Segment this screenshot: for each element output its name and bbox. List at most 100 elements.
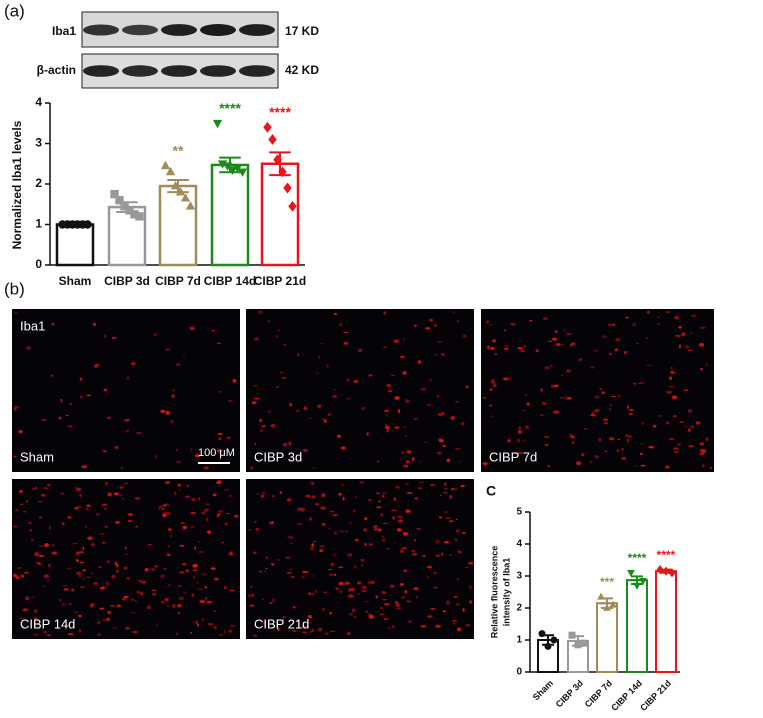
iba1-signal (383, 311, 387, 315)
iba1-signal (114, 561, 118, 566)
iba1-signal (448, 520, 454, 523)
y-tick-label: 5 (516, 507, 522, 518)
iba1-signal (702, 464, 705, 468)
iba1-signal (191, 497, 196, 502)
iba1-signal (182, 528, 187, 530)
iba1-signal (465, 566, 469, 569)
iba1-signal (368, 614, 375, 619)
iba1-signal (699, 442, 705, 446)
iba1-signal (194, 454, 201, 458)
iba1-signal (695, 421, 701, 425)
iba1-signal (105, 581, 110, 586)
iba1-signal (529, 320, 533, 322)
iba1-signal (293, 605, 296, 609)
iba1-signal (687, 409, 693, 413)
iba1-signal (388, 389, 392, 393)
data-point (165, 166, 176, 176)
iba1-signal (665, 465, 670, 469)
iba1-signal (544, 443, 549, 447)
y-axis-label: Relative fluorescence (489, 546, 499, 639)
iba1-signal (401, 547, 408, 549)
iba1-signal (666, 390, 672, 394)
iba1-signal (523, 345, 526, 348)
x-tick-label: CIBP 3d (554, 678, 585, 709)
data-point (268, 133, 277, 145)
iba1-signal (16, 567, 22, 570)
iba1-signal (43, 574, 50, 579)
iba1-signal (418, 481, 425, 483)
iba1-signal (38, 562, 42, 566)
iba1-signal (408, 620, 412, 623)
iba1-signal (136, 590, 141, 594)
iba1-signal (177, 603, 182, 608)
iba1-signal (543, 436, 550, 438)
iba1-signal (386, 412, 389, 417)
iba1-signal (462, 608, 465, 612)
micrograph (481, 309, 714, 472)
iba1-signal (112, 627, 118, 629)
iba1-signal (168, 528, 172, 532)
iba1-signal (403, 338, 406, 341)
iba1-signal (380, 607, 383, 609)
iba1-signal (181, 563, 187, 566)
iba1-signal (540, 414, 544, 417)
iba1-signal (255, 528, 260, 531)
iba1-signal (589, 460, 593, 464)
iba1-signal (678, 326, 683, 329)
iba1-signal (373, 528, 380, 531)
bar (596, 602, 618, 674)
iba1-signal (636, 342, 639, 345)
significance: ** (173, 142, 184, 158)
iba1-signal (250, 585, 253, 589)
iba1-signal (540, 388, 543, 392)
iba1-signal (691, 314, 697, 318)
iba1-signal (626, 405, 629, 410)
iba1-signal (706, 437, 709, 442)
iba1-signal (172, 389, 175, 391)
iba1-signal (351, 608, 356, 612)
iba1-signal (190, 448, 193, 452)
iba1-signal (383, 618, 389, 620)
iba1-signal (382, 598, 388, 601)
iba1-signal (171, 420, 174, 424)
iba1-signal (599, 388, 603, 390)
iba1-signal (135, 431, 142, 435)
data-point (656, 565, 664, 575)
iba1-signal (107, 492, 112, 497)
data-point (668, 568, 676, 578)
iba1-signal (559, 396, 566, 400)
iba1-signal (365, 610, 369, 613)
bar (210, 163, 250, 267)
iba1-signal (253, 337, 259, 341)
iba1-signal (76, 559, 79, 563)
iba1-signal (93, 364, 99, 368)
iba1-signal (399, 583, 405, 586)
iba1-signal (420, 625, 424, 628)
iba1-signal (343, 331, 349, 334)
iba1-signal (349, 588, 354, 590)
iba1-signal (197, 588, 204, 590)
iba1-signal (330, 630, 336, 633)
data-point (120, 202, 129, 211)
iba1-signal (311, 628, 315, 633)
iba1-signal (549, 365, 554, 368)
iba1-signal (252, 593, 254, 598)
iba1-signal (60, 492, 65, 495)
iba1-signal (58, 416, 62, 420)
iba1-signal (160, 409, 166, 414)
micrograph (12, 309, 240, 472)
iba1-signal (183, 354, 185, 357)
iba1-signal (46, 634, 52, 637)
iba1-signal (226, 512, 231, 515)
iba1-signal (460, 421, 465, 426)
iba1-signal (454, 538, 458, 541)
iba1-signal (301, 625, 307, 629)
data-point (185, 201, 196, 210)
iba1-signal (190, 631, 193, 635)
iba1-signal (348, 613, 354, 616)
iba1-signal (429, 379, 433, 381)
iba1-signal (424, 327, 431, 330)
x-tick-label: CIBP 21d (254, 274, 306, 288)
iba1-signal (526, 402, 530, 406)
iba1-signal (48, 526, 51, 530)
